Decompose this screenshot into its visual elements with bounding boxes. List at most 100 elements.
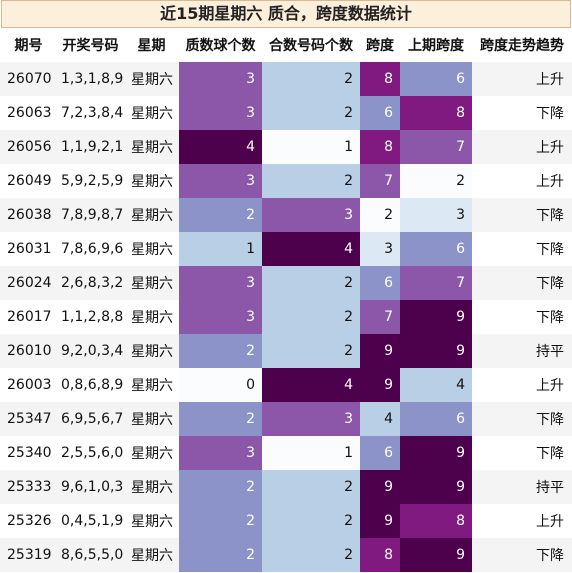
header-prev-span: 上期跨度: [408, 38, 464, 54]
cell-prev-span: 2: [400, 164, 472, 198]
cell-numbers: 8,6,5,5,0: [61, 547, 124, 563]
table-row: 25347 6,9,5,6,7 星期六 2 3 4 6 下降: [0, 402, 572, 436]
cell-span: 8: [360, 130, 400, 164]
cell-issue: 26017: [7, 309, 52, 325]
cell-numbers: 0,8,6,8,9: [61, 377, 124, 393]
cell-prime-count: 2: [179, 538, 262, 572]
cell-prime-count: 3: [179, 436, 262, 470]
table-row: 26063 7,2,3,8,4 星期六 3 2 6 8 下降: [0, 96, 572, 130]
cell-trend: 下降: [536, 548, 564, 564]
cell-trend: 持平: [536, 480, 564, 496]
cell-trend: 下降: [536, 310, 564, 326]
cell-trend: 下降: [536, 412, 564, 428]
cell-numbers: 7,2,3,8,4: [61, 105, 124, 121]
cell-weekday: 星期六: [131, 514, 173, 530]
cell-prime-count: 3: [179, 266, 262, 300]
cell-weekday: 星期六: [131, 72, 173, 88]
table-header: 期号 开奖号码 星期 质数球个数 合数号码个数 跨度 上期跨度 跨度走势趋势: [0, 28, 572, 62]
cell-prime-count: 3: [179, 300, 262, 334]
cell-numbers: 9,6,1,0,3: [61, 479, 124, 495]
cell-prev-span: 9: [400, 300, 472, 334]
cell-trend: 下降: [536, 106, 564, 122]
header-prime-count: 质数球个数: [185, 38, 256, 54]
cell-span: 8: [360, 538, 400, 572]
cell-prime-count: 2: [179, 334, 262, 368]
table-row: 26003 0,8,6,8,9 星期六 0 4 9 4 上升: [0, 368, 572, 402]
table-row: 25319 8,6,5,5,0 星期六 2 2 8 9 下降: [0, 538, 572, 572]
cell-composite-count: 1: [262, 130, 360, 164]
header-span: 跨度: [366, 38, 394, 54]
cell-span: 9: [360, 470, 400, 504]
cell-span: 6: [360, 266, 400, 300]
cell-weekday: 星期六: [131, 480, 173, 496]
cell-trend: 上升: [536, 140, 564, 156]
table-row: 26070 1,3,1,8,9 星期六 3 2 8 6 上升: [0, 62, 572, 96]
header-weekday: 星期: [137, 38, 166, 54]
cell-span: 3: [360, 232, 400, 266]
cell-span: 9: [360, 368, 400, 402]
cell-weekday: 星期六: [131, 310, 173, 326]
cell-trend: 上升: [536, 72, 564, 88]
header-row: 期号 开奖号码 星期 质数球个数 合数号码个数 跨度 上期跨度 跨度走势趋势: [0, 28, 572, 62]
cell-composite-count: 2: [262, 334, 360, 368]
header-issue: 期号: [14, 38, 43, 54]
cell-trend: 上升: [536, 514, 564, 530]
table-row: 25333 9,6,1,0,3 星期六 2 2 9 9 持平: [0, 470, 572, 504]
cell-span: 4: [360, 402, 400, 436]
cell-prime-count: 2: [179, 198, 262, 232]
table-row: 25326 0,4,5,1,9 星期六 2 2 9 8 上升: [0, 504, 572, 538]
cell-trend: 下降: [536, 446, 564, 462]
cell-prime-count: 2: [179, 504, 262, 538]
cell-span: 6: [360, 96, 400, 130]
table-row: 26031 7,8,6,9,6 星期六 1 4 3 6 下降: [0, 232, 572, 266]
cell-numbers: 2,6,8,3,2: [61, 275, 124, 291]
header-composite-count: 合数号码个数: [269, 38, 353, 54]
cell-numbers: 1,1,2,8,8: [61, 309, 124, 325]
cell-trend: 下降: [536, 208, 564, 224]
cell-composite-count: 2: [262, 266, 360, 300]
cell-prev-span: 6: [400, 232, 472, 266]
cell-composite-count: 4: [262, 368, 360, 402]
cell-weekday: 星期六: [131, 106, 173, 122]
cell-prev-span: 7: [400, 130, 472, 164]
cell-prev-span: 9: [400, 334, 472, 368]
cell-issue: 26070: [7, 71, 52, 87]
table-row: 26017 1,1,2,8,8 星期六 3 2 7 9 下降: [0, 300, 572, 334]
cell-numbers: 7,8,6,9,6: [61, 241, 124, 257]
cell-issue: 26049: [7, 173, 52, 189]
cell-weekday: 星期六: [131, 208, 173, 224]
cell-span: 6: [360, 436, 400, 470]
cell-trend: 上升: [536, 174, 564, 190]
cell-prev-span: 9: [400, 470, 472, 504]
cell-prev-span: 8: [400, 96, 472, 130]
cell-issue: 26056: [7, 139, 52, 155]
cell-issue: 26031: [7, 241, 52, 257]
cell-composite-count: 2: [262, 96, 360, 130]
cell-issue: 26010: [7, 343, 52, 359]
header-trend: 跨度走势趋势: [480, 38, 564, 54]
cell-weekday: 星期六: [131, 446, 173, 462]
cell-prime-count: 3: [179, 164, 262, 198]
cell-composite-count: 2: [262, 300, 360, 334]
cell-prime-count: 3: [179, 62, 262, 96]
page-title: 近15期星期六 质合，跨度数据统计: [1, 0, 571, 28]
cell-weekday: 星期六: [131, 140, 173, 156]
cell-composite-count: 2: [262, 470, 360, 504]
cell-trend: 下降: [536, 242, 564, 258]
cell-weekday: 星期六: [131, 276, 173, 292]
cell-weekday: 星期六: [131, 378, 173, 394]
table-body: 26070 1,3,1,8,9 星期六 3 2 8 6 上升 26063 7,2,3,8,4 星期六…: [0, 62, 572, 572]
cell-trend: 上升: [536, 378, 564, 394]
cell-composite-count: 3: [262, 402, 360, 436]
cell-issue: 25326: [7, 513, 52, 529]
cell-prime-count: 3: [179, 96, 262, 130]
table-row: 26038 7,8,9,8,7 星期六 2 3 2 3 下降: [0, 198, 572, 232]
cell-span: 9: [360, 504, 400, 538]
cell-composite-count: 4: [262, 232, 360, 266]
cell-composite-count: 3: [262, 198, 360, 232]
cell-issue: 26024: [7, 275, 52, 291]
cell-composite-count: 2: [262, 62, 360, 96]
cell-numbers: 6,9,5,6,7: [61, 411, 124, 427]
cell-trend: 下降: [536, 276, 564, 292]
cell-prev-span: 7: [400, 266, 472, 300]
